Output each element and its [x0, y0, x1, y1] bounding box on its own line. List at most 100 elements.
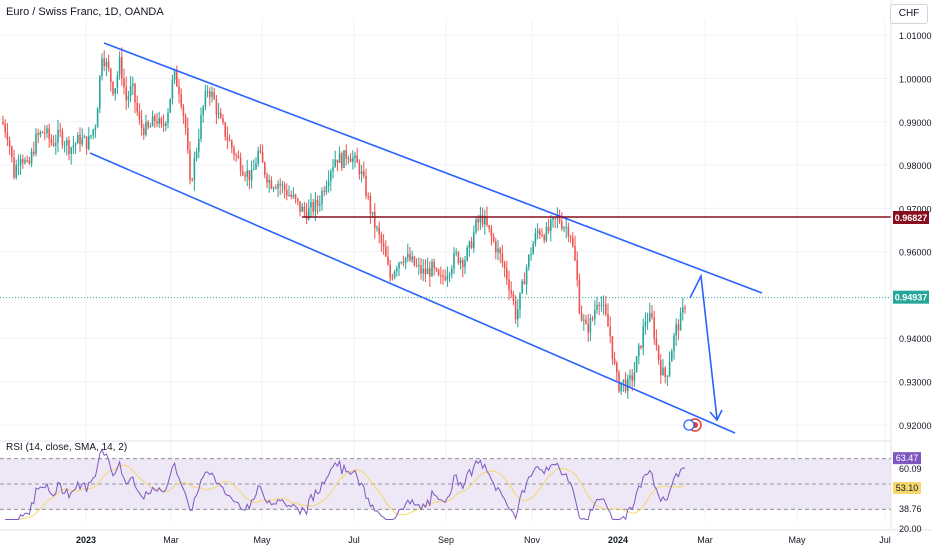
candle-body [85, 136, 88, 149]
candle-body [398, 262, 400, 269]
candle-body [371, 211, 374, 214]
rsi-title: RSI (14, close, SMA, 14, 2) [6, 442, 128, 453]
candle-body [165, 122, 167, 126]
candle-body [314, 199, 317, 212]
candle-body [380, 234, 383, 244]
candle-body [233, 147, 235, 155]
candle-body [352, 158, 354, 162]
candle-body [550, 219, 552, 231]
candle-body [283, 184, 286, 191]
candle-body [193, 157, 196, 181]
candle-body [167, 112, 169, 123]
candle-body [446, 275, 449, 280]
candle-body [290, 194, 292, 197]
candle-body [55, 142, 57, 146]
candle-body [580, 312, 583, 321]
candle-body [501, 253, 504, 263]
candle-body [462, 260, 464, 268]
drawings [0, 42, 891, 434]
candle-body [675, 324, 677, 336]
candle-body [94, 127, 97, 130]
candle-body [191, 179, 193, 181]
candle-body [385, 246, 387, 257]
candle-body [572, 237, 574, 246]
candle-body [138, 111, 141, 120]
candle-body [57, 129, 59, 143]
candle-body [539, 230, 541, 235]
candle-body [261, 152, 264, 163]
candle-body [74, 143, 77, 146]
candle-body [396, 268, 398, 272]
chart-title: Euro / Swiss Franc, 1D, OANDA [6, 6, 164, 18]
candle-body [649, 312, 651, 322]
candle-body [198, 139, 200, 152]
candle-body [402, 262, 405, 264]
x-tick-label: Nov [524, 535, 541, 545]
candle-body [316, 199, 319, 206]
candle-body [182, 106, 185, 116]
candle-body [495, 241, 497, 253]
candle-body [294, 194, 297, 199]
candle-body [422, 268, 424, 274]
candle-body [206, 91, 209, 93]
candle-body [187, 127, 189, 150]
candle-body [277, 183, 279, 189]
candle-body [519, 292, 521, 310]
candle-body [79, 134, 81, 145]
candle-body [112, 82, 114, 95]
candle-body [411, 256, 413, 261]
candle-body [96, 108, 99, 128]
rsi-tick-label: 38.76 [899, 504, 922, 514]
candle-body [246, 170, 248, 177]
candle-body [242, 171, 244, 175]
rsi-sma-label: 53.10 [896, 483, 919, 493]
x-tick-label: Sep [438, 535, 454, 545]
candle-body [365, 175, 367, 196]
candle-body [140, 119, 143, 128]
candle-body [215, 99, 218, 115]
candle-body [378, 227, 380, 235]
candle-body [631, 375, 633, 381]
x-tick-label: May [253, 535, 271, 545]
candle-body [239, 157, 242, 172]
rsi-sma-bg [893, 482, 921, 494]
candle-body [455, 252, 457, 254]
candle-body [220, 112, 222, 118]
currency-button[interactable]: CHF [890, 4, 928, 24]
candle-body [349, 158, 352, 162]
candle-body [259, 150, 262, 153]
candle-body [24, 160, 26, 163]
candle-body [642, 326, 644, 348]
candle-body [578, 280, 581, 313]
candle-body [426, 268, 429, 275]
candle-body [299, 201, 301, 212]
candle-body [679, 312, 682, 331]
x-tick-label: Jul [348, 535, 360, 545]
candle-body [231, 140, 233, 148]
candle-body [158, 118, 160, 124]
candle-body [41, 131, 44, 133]
candle-body [202, 106, 204, 116]
candle-body [598, 304, 600, 306]
candle-body [22, 159, 24, 163]
candle-body [171, 79, 174, 99]
candle-body [653, 317, 655, 339]
candle-body [343, 150, 345, 168]
candle-body [50, 138, 53, 144]
candle-body [497, 248, 499, 253]
candle-body [332, 166, 334, 172]
candle-body [376, 227, 378, 229]
candle-body [125, 87, 127, 101]
candle-body [319, 203, 321, 206]
candle-body [310, 202, 312, 208]
candle-body [437, 269, 440, 276]
candle-body [222, 117, 224, 123]
rsi-line [5, 448, 686, 521]
candle-body [367, 195, 369, 197]
candle-body [169, 98, 171, 113]
candle-body [503, 262, 506, 269]
candle-body [264, 162, 266, 175]
candle-body [59, 129, 61, 132]
